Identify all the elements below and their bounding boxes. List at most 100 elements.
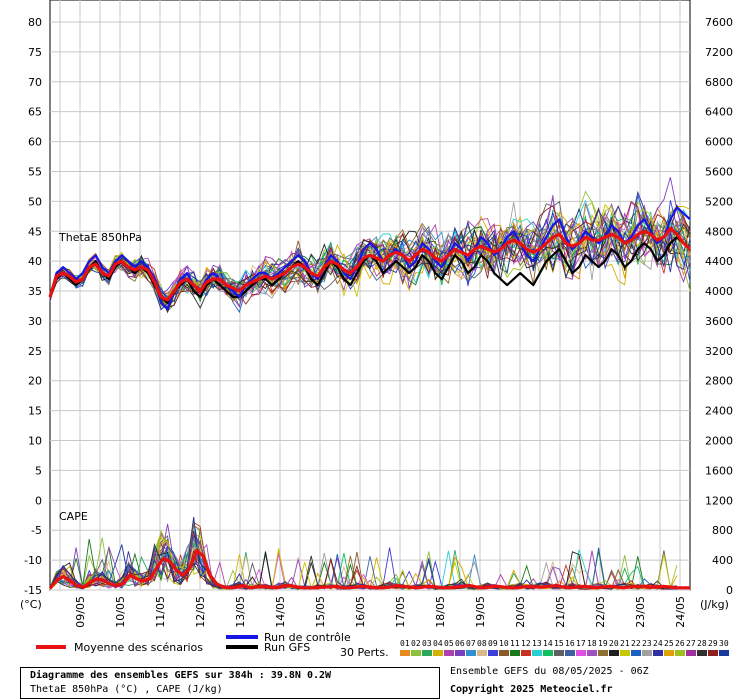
right-tick-label: 800 — [712, 524, 733, 537]
x-tick-label: 13/05 — [234, 596, 247, 628]
pert-legend-swatch — [664, 650, 674, 656]
right-tick-label: 3200 — [705, 345, 733, 358]
pert-legend-swatch — [565, 650, 575, 656]
legend-label-gfs: Run GFS — [264, 641, 310, 654]
pert-legend-number: 29 — [708, 639, 718, 648]
right-tick-label: 7200 — [705, 46, 733, 59]
pert-legend-swatch — [631, 650, 641, 656]
right-tick-label: 2000 — [705, 435, 733, 448]
x-tick-label: 15/05 — [314, 596, 327, 628]
pert-legend-number: 23 — [642, 639, 652, 648]
x-tick-label: 18/05 — [434, 596, 447, 628]
right-tick-label: 6800 — [705, 76, 733, 89]
mean-cape-line — [48, 548, 690, 590]
pert-legend-swatch — [400, 650, 410, 656]
pert-legend-swatch — [686, 650, 696, 656]
mean-thetae-line — [48, 226, 692, 302]
right-axis-unit: (J/kg) — [700, 598, 729, 611]
right-tick-label: 4400 — [705, 255, 733, 268]
x-tick-label: 11/05 — [154, 596, 167, 628]
x-tick-label: 09/05 — [74, 596, 87, 628]
right-tick-label: 3600 — [705, 315, 733, 328]
legend-label-control: Run de contrôle — [264, 631, 351, 644]
pert-legend-number: 08 — [477, 639, 487, 648]
pert-legend-swatch — [444, 650, 454, 656]
x-tick-label: 19/05 — [474, 596, 487, 628]
right-tick-label: 5200 — [705, 195, 733, 208]
left-tick-label: 15 — [28, 405, 42, 418]
x-axis: 09/05 10/05 11/05 12/05 13/05 14/05 15/05 16/05… — [74, 596, 687, 628]
pert-legend-swatch — [488, 650, 498, 656]
title-box — [20, 667, 440, 699]
x-tick-label: 23/05 — [634, 596, 647, 628]
x-tick-label: 24/05 — [674, 596, 687, 628]
plot-frame — [49, 0, 691, 591]
right-tick-label: 400 — [712, 554, 733, 567]
perturbation-cape-line — [49, 543, 678, 590]
x-tick-label: 21/05 — [554, 596, 567, 628]
pert-legend-swatch — [455, 650, 465, 656]
pert-legend-number: 21 — [620, 639, 630, 648]
pert-legend-swatch — [697, 650, 707, 656]
left-tick-label: 60 — [28, 136, 42, 149]
pert-legend-number: 30 — [719, 639, 729, 648]
right-tick-label: 0 — [726, 584, 733, 597]
pert-legend-number: 20 — [609, 639, 619, 648]
pert-legend-swatch — [598, 650, 608, 656]
pert-legend-swatch — [499, 650, 509, 656]
pert-legend-number: 04 — [433, 639, 443, 648]
x-tick-label: 16/05 — [354, 596, 367, 628]
pert-legend-swatch — [609, 650, 619, 656]
left-tick-label: 20 — [28, 375, 42, 388]
pert-legend-number: 25 — [664, 639, 674, 648]
legend-label-mean: Moyenne des scénarios — [74, 641, 203, 654]
pert-legend-number: 07 — [466, 639, 476, 648]
chart-title: Diagramme des ensembles GEFS sur 384h : … — [30, 670, 332, 681]
left-tick-label: -5 — [31, 524, 42, 537]
right-tick-label: 2400 — [705, 405, 733, 418]
pert-legend-number: 27 — [686, 639, 696, 648]
pert-legend-number: 12 — [521, 639, 531, 648]
x-tick-label: 17/05 — [394, 596, 407, 628]
pert-legend-swatch — [477, 650, 487, 656]
pert-legend-number: 14 — [543, 639, 553, 648]
pert-legend-number: 28 — [697, 639, 707, 648]
main-series-lines — [48, 206, 692, 590]
left-tick-label: 70 — [28, 76, 42, 89]
left-tick-label: 5 — [35, 464, 42, 477]
left-tick-label: 40 — [28, 255, 42, 268]
pert-legend-number: 05 — [444, 639, 454, 648]
pert-legend-swatch — [642, 650, 652, 656]
pert-legend-number: 19 — [598, 639, 608, 648]
right-tick-label: 1600 — [705, 464, 733, 477]
x-tick-label: 12/05 — [194, 596, 207, 628]
pert-legend-number: 09 — [488, 639, 498, 648]
pert-legend-number: 02 — [411, 639, 421, 648]
pert-legend-number: 13 — [532, 639, 542, 648]
left-tick-label: 65 — [28, 106, 42, 119]
legend-perts-label: 30 Perts. — [340, 646, 389, 659]
pert-legend-swatch — [620, 650, 630, 656]
pert-legend-number: 10 — [499, 639, 509, 648]
left-tick-label: 30 — [28, 315, 42, 328]
pert-legend-swatch — [510, 650, 520, 656]
pert-legend-swatch — [554, 650, 564, 656]
x-tick-label: 20/05 — [514, 596, 527, 628]
right-axis: 7600720068006400600056005200480044004000… — [705, 16, 733, 597]
pert-legend-swatch — [466, 650, 476, 656]
left-tick-label: 80 — [28, 16, 42, 29]
right-tick-label: 1200 — [705, 494, 733, 507]
left-tick-label: -15 — [24, 584, 42, 597]
perturbation-legend: 01 02 03 04 05 06 07 08 09 10 11 12 13 14 15 16 17 18 19 20… — [400, 639, 729, 656]
right-tick-label: 7600 — [705, 16, 733, 29]
pert-legend-swatch — [708, 650, 718, 656]
pert-legend-number: 01 — [400, 639, 410, 648]
right-tick-label: 5600 — [705, 165, 733, 178]
pert-legend-swatch — [411, 650, 421, 656]
pert-legend-swatch — [587, 650, 597, 656]
x-tick-label: 22/05 — [594, 596, 607, 628]
pert-legend-swatch — [532, 650, 542, 656]
pert-legend-number: 24 — [653, 639, 663, 648]
pert-legend-swatch — [653, 650, 663, 656]
pert-legend-number: 06 — [455, 639, 465, 648]
